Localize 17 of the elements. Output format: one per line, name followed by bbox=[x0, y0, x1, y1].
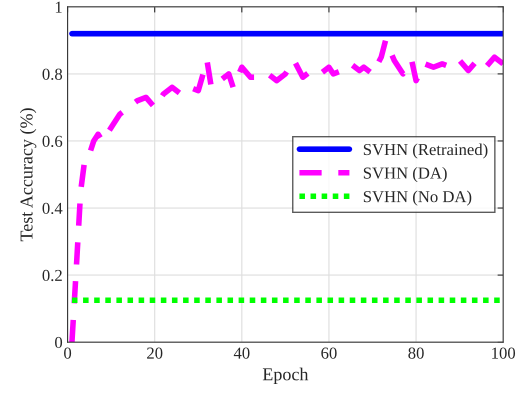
y-tick-label: 0.6 bbox=[42, 136, 62, 147]
y-tick-label: 1 bbox=[56, 2, 62, 13]
y-axis-title: Test Accuracy (%) bbox=[20, 108, 36, 242]
legend-label: SVHN (DA) bbox=[364, 166, 447, 182]
x-tick-label: 20 bbox=[147, 347, 162, 359]
x-tick-label: 40 bbox=[234, 347, 250, 359]
x-axis-title: Epoch bbox=[262, 368, 308, 384]
y-tick-label: 0.4 bbox=[42, 202, 62, 214]
y-tick-label: 0.8 bbox=[42, 68, 62, 80]
legend-label: SVHN (No DA) bbox=[364, 190, 472, 206]
y-tick-label: 0.2 bbox=[42, 270, 62, 282]
legend-label: SVHN (Retrained) bbox=[364, 143, 488, 159]
x-tick-label: 80 bbox=[408, 347, 424, 359]
x-tick-label: 0 bbox=[64, 347, 72, 359]
x-tick-label: 60 bbox=[321, 347, 337, 359]
y-tick-label: 0 bbox=[55, 336, 62, 348]
x-tick-label: 100 bbox=[492, 347, 516, 359]
